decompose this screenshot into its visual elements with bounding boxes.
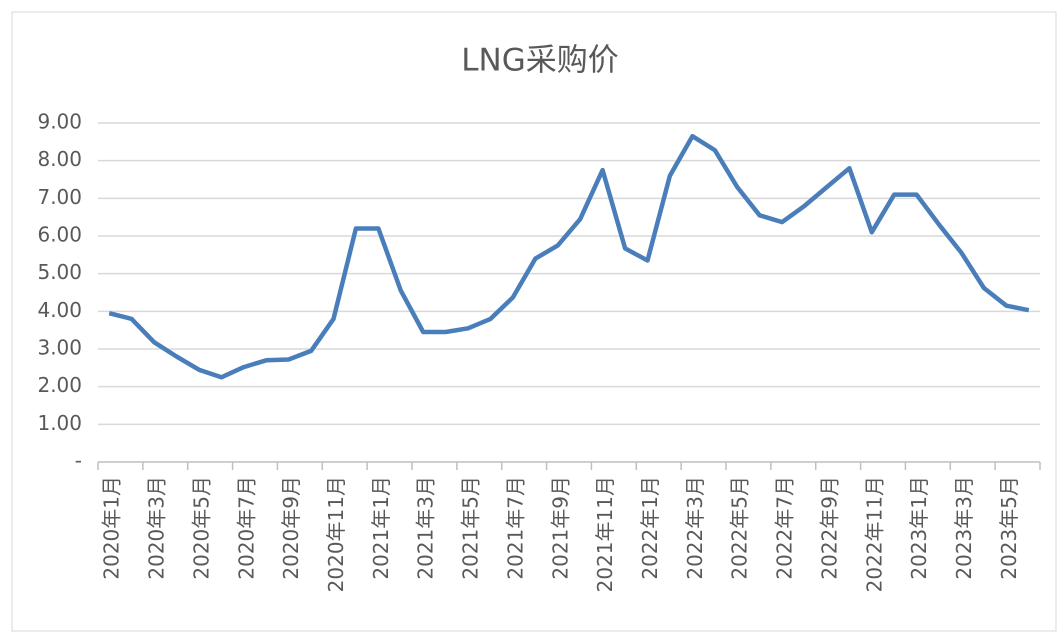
x-tick-label: 2021年1月 <box>369 476 393 580</box>
y-tick-label: 2.00 <box>37 373 82 397</box>
x-tick-label: 2021年11月 <box>593 476 617 592</box>
x-tick-label: 2023年1月 <box>907 476 931 580</box>
x-tick-label: 2022年7月 <box>773 476 797 580</box>
y-tick-label: 6.00 <box>37 223 82 247</box>
y-tick-label: 1.00 <box>37 411 82 435</box>
x-tick-label: 2022年5月 <box>728 476 752 580</box>
y-tick-label: - <box>75 449 82 473</box>
x-tick-label: 2022年11月 <box>862 476 886 592</box>
y-tick-label: 7.00 <box>37 185 82 209</box>
chart-title: LNG采购价 <box>461 43 618 79</box>
x-tick-label: 2022年9月 <box>817 476 841 580</box>
x-tick-label: 2022年3月 <box>683 476 707 580</box>
x-tick-label: 2021年3月 <box>414 476 438 580</box>
y-tick-label: 8.00 <box>37 147 82 171</box>
x-tick-label: 2020年3月 <box>145 476 169 580</box>
x-tick-label: 2022年1月 <box>638 476 662 580</box>
x-tick-label: 2020年7月 <box>234 476 258 580</box>
x-tick-label: 2023年3月 <box>952 476 976 580</box>
x-tick-label: 2023年5月 <box>997 476 1021 580</box>
y-tick-label: 3.00 <box>37 336 82 360</box>
x-tick-label: 2020年1月 <box>100 476 124 580</box>
x-tick-label: 2021年9月 <box>548 476 572 580</box>
y-tick-label: 9.00 <box>37 110 82 134</box>
x-tick-label: 2020年5月 <box>189 476 213 580</box>
x-tick-label: 2021年5月 <box>459 476 483 580</box>
x-tick-label: 2020年11月 <box>324 476 348 592</box>
y-tick-label: 5.00 <box>37 260 82 284</box>
y-tick-label: 4.00 <box>37 298 82 322</box>
chart-border <box>11 11 1057 632</box>
data-line <box>108 133 1030 380</box>
x-tick-label: 2021年7月 <box>503 476 527 580</box>
x-tick-label: 2020年9月 <box>279 476 303 580</box>
